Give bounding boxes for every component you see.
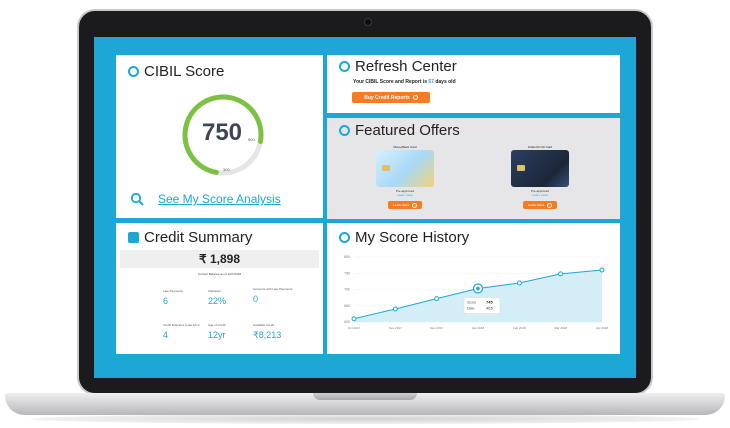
summary-icon bbox=[128, 232, 139, 243]
summary-title: Credit Summary bbox=[128, 229, 252, 246]
featured-offers-panel: Featured Offers MoneyBack Card Pre-appro… bbox=[327, 118, 620, 219]
see-score-analysis-link[interactable]: See My Score Analysis bbox=[158, 192, 281, 206]
data-point bbox=[434, 296, 440, 302]
y-tick-label: 600 bbox=[344, 320, 350, 324]
tooltip-score-value: 745 bbox=[486, 300, 493, 305]
arrow-circle-icon bbox=[412, 95, 418, 100]
data-point bbox=[599, 267, 605, 273]
buy-credit-reports-button[interactable]: Buy Credit Reports bbox=[352, 92, 430, 103]
tooltip-score-label: Score bbox=[467, 301, 476, 305]
offer-link[interactable]: Learn more bbox=[397, 193, 413, 197]
chart-tooltip bbox=[463, 297, 501, 314]
tooltip-date-label: Date bbox=[467, 307, 474, 311]
metric-accounts-late: Accounts with Late Payments 0 bbox=[253, 287, 293, 304]
x-tick-label: Apr 2018 bbox=[596, 326, 609, 330]
x-tick-label: Feb 2018 bbox=[513, 326, 526, 330]
offer-button[interactable]: Learn more bbox=[388, 201, 422, 209]
magnifier-icon bbox=[130, 192, 144, 206]
data-point bbox=[392, 306, 398, 312]
metric-available-credit: Available Credit ₹8,213 bbox=[253, 323, 282, 340]
x-tick-label: Nov 2017 bbox=[389, 326, 402, 330]
report-age-days: 57 bbox=[428, 79, 434, 85]
cibil-title: CIBIL Score bbox=[128, 63, 224, 80]
current-balance: ₹ 1,898 bbox=[120, 250, 319, 268]
gauge-min-label: 300 bbox=[223, 167, 230, 172]
metric-enquiries: Credit Enquiries (Last 12m) 4 bbox=[163, 323, 200, 340]
highlight-point-core bbox=[476, 286, 480, 291]
credit-score-value: 750 bbox=[201, 119, 243, 146]
credit-card-image[interactable] bbox=[376, 150, 434, 187]
laptop-shadow bbox=[30, 414, 700, 424]
history-title: My Score History bbox=[339, 229, 469, 246]
gauge-max-label: 900 bbox=[248, 137, 255, 142]
gauge-arc bbox=[182, 94, 264, 175]
offer-button[interactable]: Learn more bbox=[523, 201, 557, 209]
metric-utilization: Utilization 22% bbox=[208, 289, 227, 306]
score-history-chart: 800 750 700 650 600 Oct 2017 Nov 2017 Dec 2017 J… bbox=[344, 255, 609, 330]
arrow-circle-icon bbox=[547, 202, 553, 208]
x-tick-label: Mar 2018 bbox=[554, 326, 567, 330]
data-point bbox=[351, 316, 357, 322]
dashboard-screen: CIBIL Score 750 900 300 See My Score Ana… bbox=[94, 37, 636, 378]
credit-card-image[interactable] bbox=[511, 150, 569, 187]
arrow-circle-icon bbox=[412, 202, 418, 208]
credit-summary-panel: Credit Summary ₹ 1,898 Current Balance a… bbox=[116, 223, 323, 354]
score-analysis-link-row[interactable]: See My Score Analysis bbox=[130, 192, 281, 206]
y-tick-label: 800 bbox=[344, 255, 350, 259]
offer-card-2: IndianOil Citi Card Pre-approved Learn m… bbox=[500, 145, 580, 209]
refresh-center-panel: Refresh Center Your CIBIL Score and Repo… bbox=[327, 55, 620, 113]
history-icon bbox=[339, 232, 350, 243]
refresh-title: Refresh Center bbox=[339, 58, 457, 75]
x-tick-label: Dec 2017 bbox=[430, 326, 443, 330]
offer-card-1: MoneyBack Card Pre-approved Learn more L… bbox=[365, 145, 445, 209]
offer-icon bbox=[339, 125, 350, 136]
laptop-notch bbox=[313, 393, 417, 400]
offer-link[interactable]: Learn more bbox=[532, 193, 548, 197]
balance-caption: Current Balance as of 4/27/2018 bbox=[197, 272, 242, 276]
metric-age-of-credit: Age of Credit 12yr bbox=[208, 323, 226, 340]
y-tick-label: 650 bbox=[344, 304, 350, 308]
y-tick-label: 750 bbox=[344, 271, 350, 275]
score-history-panel: My Score History 800 750 700 650 600 Oct 2017… bbox=[327, 223, 620, 354]
x-tick-label: Oct 2017 bbox=[348, 326, 361, 330]
x-tick-label: Jan 2018 bbox=[472, 326, 485, 330]
offers-title: Featured Offers bbox=[339, 122, 460, 139]
score-gauge bbox=[182, 94, 264, 176]
tooltip-date-value: 4/15 bbox=[486, 307, 493, 311]
laptop-base bbox=[5, 393, 725, 415]
score-icon bbox=[128, 66, 139, 77]
webcam-icon bbox=[364, 18, 372, 26]
refresh-icon bbox=[339, 61, 350, 72]
y-tick-label: 700 bbox=[344, 288, 350, 292]
data-point bbox=[516, 280, 522, 286]
data-point bbox=[558, 271, 564, 277]
cibil-score-panel: CIBIL Score 750 900 300 See My Score Ana… bbox=[116, 55, 323, 218]
history-area bbox=[354, 270, 602, 322]
metric-late-payments: Late Payments 6 bbox=[163, 289, 184, 306]
report-age-text: Your CIBIL Score and Report is 57 days o… bbox=[353, 79, 456, 85]
